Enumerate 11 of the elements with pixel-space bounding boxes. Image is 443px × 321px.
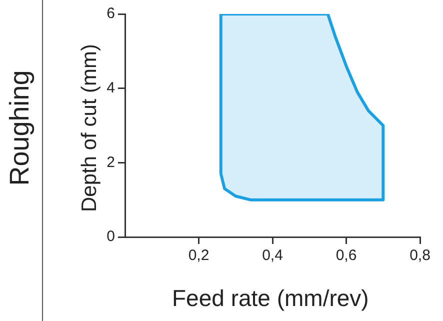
y-tick-label: 4 — [106, 79, 115, 96]
y-tick-label: 6 — [106, 5, 115, 22]
x-tick-label: 0,8 — [410, 247, 430, 264]
y-tick-label: 0 — [106, 228, 115, 246]
x-tick-label: 0,6 — [336, 247, 357, 264]
x-tick-label: 0,2 — [188, 247, 210, 264]
y-axis-title: Depth of cut (mm) — [78, 44, 102, 212]
x-axis-title: Feed rate (mm/rev) — [172, 285, 369, 312]
y-tick-label: 2 — [106, 154, 115, 171]
x-tick-label: 0,4 — [262, 247, 283, 264]
text: Roughing — [4, 70, 36, 186]
